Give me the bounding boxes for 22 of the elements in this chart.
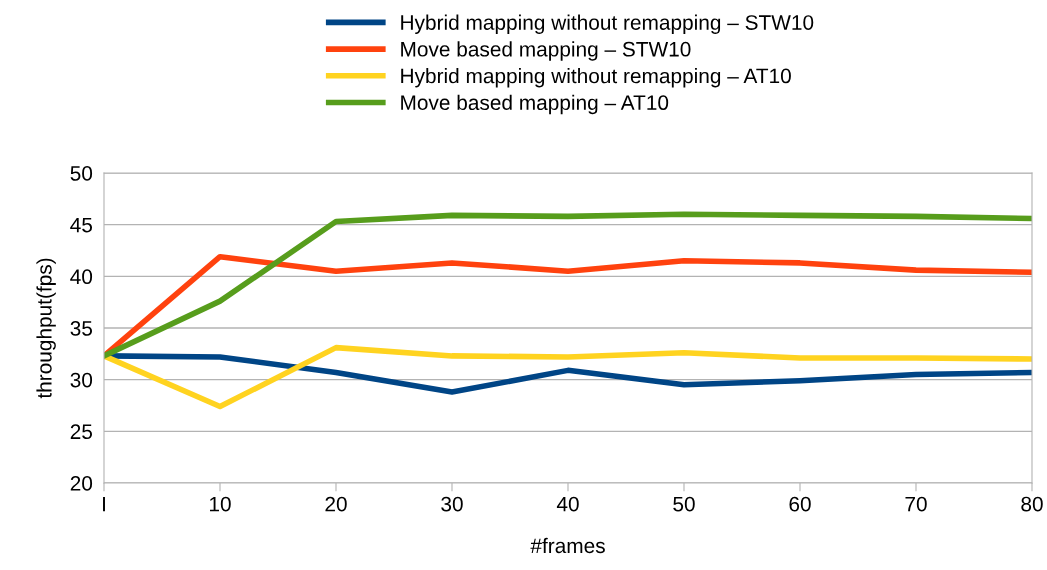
x-tick-label: I xyxy=(103,496,105,512)
legend-label: Move based mapping – AT10 xyxy=(401,94,669,115)
y-tick-label: 30 xyxy=(70,372,93,388)
legend-label: Move based mapping – STW10 xyxy=(401,41,691,61)
x-tick-label: 80 xyxy=(1021,496,1043,512)
legend-label: Hybrid mapping without remapping – STW10 xyxy=(401,14,814,34)
x-tick-label: 70 xyxy=(905,496,927,512)
x-tick-label: 10 xyxy=(210,496,231,512)
x-tick-label: 40 xyxy=(556,496,579,512)
x-tick-label: 60 xyxy=(789,496,811,512)
y-axis-title: throughput(fps) xyxy=(36,258,56,399)
x-tick-label: 30 xyxy=(441,496,463,512)
x-tick-label: 20 xyxy=(325,496,347,512)
y-tick-label: 25 xyxy=(70,424,93,440)
y-tick-label: 35 xyxy=(70,321,93,336)
x-tick-label: 50 xyxy=(673,496,695,512)
y-tick-label: 20 xyxy=(70,476,93,491)
y-tick-label: 50 xyxy=(70,166,93,181)
y-tick-label: 45 xyxy=(70,217,93,233)
y-tick-label: 40 xyxy=(70,269,93,285)
legend-label: Hybrid mapping without remapping – AT10 xyxy=(401,68,791,88)
x-axis-title: #frames xyxy=(530,537,605,554)
